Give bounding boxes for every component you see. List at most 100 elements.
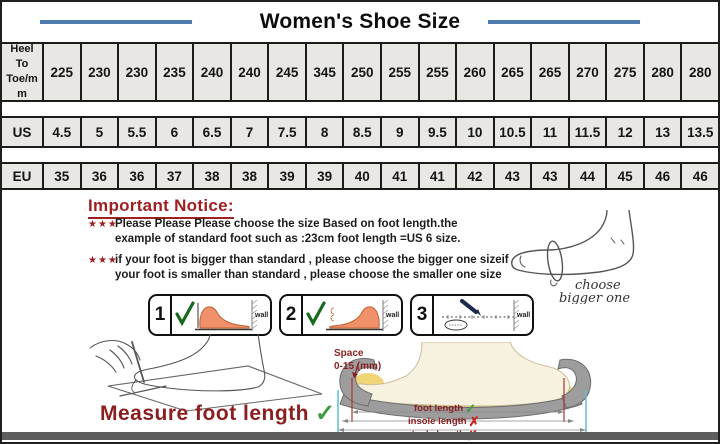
notice-bullet-text: if your foot is bigger than standard , p… (115, 254, 509, 282)
row-header: US (2, 118, 42, 146)
size-cell: 11 (532, 118, 568, 146)
check-icon: ✓ (315, 400, 336, 427)
foot-tape-sketch: choose bigger one (511, 210, 635, 304)
wall-label: wall (254, 312, 268, 319)
size-cell: 275 (607, 44, 643, 100)
size-cell: 43 (494, 164, 531, 188)
size-cell: 235 (156, 44, 193, 100)
size-cell: 35 (44, 164, 80, 188)
size-cell: 345 (306, 44, 343, 100)
shoe-cross-section (337, 342, 592, 432)
page-title: Women's Shoe Size (259, 10, 461, 33)
title-row: Women's Shoe Size (2, 2, 718, 42)
size-cell: 10.5 (494, 118, 531, 146)
measure-caption-text: Measure foot length (100, 402, 310, 425)
notice-bullet: ★★★ if your foot is bigger than standard… (88, 253, 524, 283)
size-cell: 230 (119, 44, 155, 100)
size-cell: 265 (494, 44, 531, 100)
row-header: EU (2, 164, 42, 188)
notice-section: Important Notice: ★★★ Please Please Plea… (2, 190, 718, 442)
size-cell: 7.5 (269, 118, 305, 146)
size-cell: 40 (344, 164, 380, 188)
stars-icon: ★★★ (88, 219, 118, 230)
size-cell: 44 (569, 164, 606, 188)
label-text: insole length (408, 416, 467, 428)
sketch-caption-line2: bigger one (559, 291, 630, 304)
notice-bullet-text: Please Please Please choose the size Bas… (115, 218, 461, 246)
step-3-art: wall (442, 299, 530, 331)
stars-icon: ★★★ (88, 255, 118, 266)
size-cell: 11.5 (569, 118, 606, 146)
sketch-caption-line1: choose (575, 278, 621, 293)
size-cell: 9 (382, 118, 418, 146)
size-cell: 240 (194, 44, 230, 100)
size-cell: 5 (81, 118, 118, 146)
space-label-line1: Space (334, 348, 364, 359)
size-cell: 6.5 (194, 118, 230, 146)
size-cell: 4.5 (44, 118, 80, 146)
step-number: 1 (150, 296, 172, 334)
size-cell: 8 (306, 118, 343, 146)
space-label: Space 0-15 (mm) (334, 348, 381, 373)
bottom-edge-bar (2, 432, 718, 440)
size-cell: 36 (119, 164, 155, 188)
table-row-heel-toe: Heel To Toe/mm 225 230 230 235 240 240 2… (2, 42, 718, 102)
size-cell: 46 (682, 164, 718, 188)
size-cell: 5.5 (119, 118, 155, 146)
size-cell: 10 (457, 118, 493, 146)
insole-length-label: insole length ✗ (408, 414, 480, 430)
size-cell: 8.5 (344, 118, 380, 146)
step-2-box: 2 wall (279, 294, 403, 336)
size-cell: 37 (156, 164, 193, 188)
notice-title: Important Notice: (88, 196, 234, 219)
size-cell: 43 (532, 164, 568, 188)
size-cell: 230 (81, 44, 118, 100)
size-cell: 13.5 (682, 118, 718, 146)
size-cell: 265 (532, 44, 568, 100)
foot-length-label: foot length ✓ (414, 401, 480, 416)
size-cell: 46 (644, 164, 681, 188)
size-cell: 260 (457, 44, 493, 100)
step-1-art: wall (175, 299, 268, 331)
size-cell: 255 (419, 44, 456, 100)
decor-bar-left (40, 20, 192, 24)
step-3-box: 3 (410, 294, 534, 336)
size-cell: 280 (682, 44, 718, 100)
size-cell: 280 (644, 44, 681, 100)
measure-foot-sketch (89, 334, 323, 412)
row-header: Heel To Toe/mm (2, 44, 42, 100)
table-row-eu: EU 35 36 36 37 38 38 39 39 40 41 41 42 4… (2, 162, 718, 190)
table-row-us: US 4.5 5 5.5 6 6.5 7 7.5 8 8.5 9 9.5 10 … (2, 116, 718, 148)
size-cell: 12 (607, 118, 643, 146)
size-cell: 39 (269, 164, 305, 188)
size-cell: 225 (44, 44, 80, 100)
size-cell: 250 (344, 44, 380, 100)
cross-icon: ✗ (468, 414, 480, 430)
step-number: 3 (412, 296, 434, 334)
size-cell: 9.5 (419, 118, 456, 146)
step-2-art: wall (306, 299, 399, 331)
step-1-box: 1 wall (148, 294, 272, 336)
size-cell: 255 (382, 44, 418, 100)
measure-steps: 1 wall 2 (148, 294, 534, 336)
size-cell: 13 (644, 118, 681, 146)
size-cell: 36 (81, 164, 118, 188)
check-icon: ✓ (465, 401, 476, 416)
wall-label: wall (516, 312, 530, 319)
size-cell: 41 (382, 164, 418, 188)
size-cell: 45 (607, 164, 643, 188)
label-text: foot length (414, 402, 464, 414)
size-cell: 7 (231, 118, 268, 146)
size-cell: 39 (306, 164, 343, 188)
decor-bar-right (488, 20, 640, 24)
size-cell: 38 (231, 164, 268, 188)
measure-caption: Measure foot length ✓ (100, 402, 336, 426)
step-number: 2 (281, 296, 303, 334)
size-cell: 6 (156, 118, 193, 146)
size-cell: 240 (231, 44, 268, 100)
size-cell: 42 (457, 164, 493, 188)
space-label-line2: 0-15 (mm) (334, 360, 382, 372)
wall-label: wall (385, 312, 399, 319)
size-cell: 245 (269, 44, 305, 100)
